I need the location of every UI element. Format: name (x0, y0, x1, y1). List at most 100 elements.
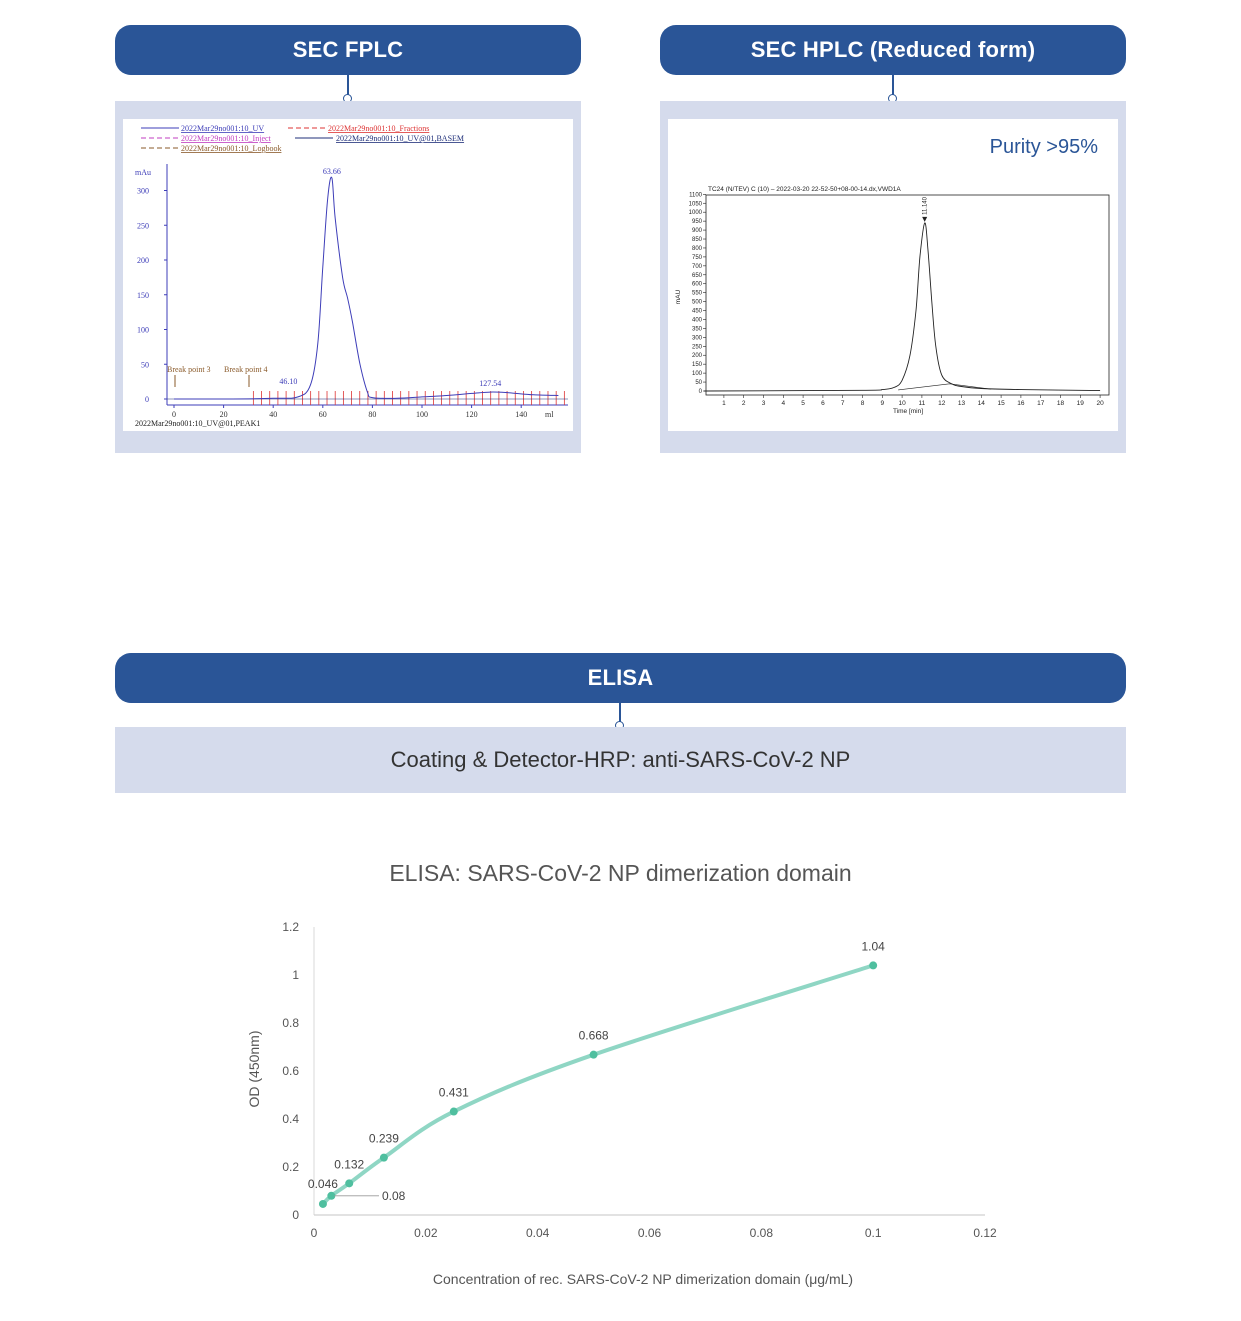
hplc-x-tick-label: 12 (938, 400, 946, 407)
hplc-x-tick-label: 6 (821, 400, 825, 407)
hplc-x-tick-label: 20 (1096, 400, 1104, 407)
hplc-y-tick-label: 600 (692, 282, 703, 288)
fplc-x-tick-label: 20 (220, 410, 228, 419)
hplc-y-tick-label: 800 (692, 246, 703, 252)
hplc-y-tick-label: 50 (695, 380, 702, 386)
elisa-chart-title: ELISA: SARS-CoV-2 NP dimerization domain (389, 860, 852, 886)
sec-hplc-chart: Purity >95% TC24 (N/TEV) C (10) – 2022-03… (675, 136, 1110, 415)
sec-hplc-title: SEC HPLC (Reduced form) (750, 37, 1036, 62)
hplc-y-tick-label: 450 (692, 309, 703, 315)
hplc-connector (892, 75, 894, 95)
hplc-x-tick-label: 16 (1017, 400, 1025, 407)
sec-hplc-chart-area: Purity >95% TC24 (N/TEV) C (10) – 2022-03… (668, 119, 1118, 431)
hplc-x-tick-label: 5 (801, 400, 805, 407)
fplc-x-tick-label: 80 (368, 410, 376, 419)
elisa-x-axis-label: Concentration of rec. SARS-CoV-2 NP dime… (433, 1271, 853, 1287)
hplc-x-tick-label: 1 (722, 400, 726, 407)
hplc-x-tick-label: 4 (781, 400, 785, 407)
elisa-data-point (379, 1153, 388, 1162)
hplc-x-tick-label: 9 (880, 400, 884, 407)
fplc-break-point-3-label: Break point 3 (167, 365, 211, 374)
elisa-x-tick-label: 0.1 (865, 1226, 882, 1240)
hplc-y-tick-label: 300 (692, 335, 703, 341)
fplc-y-tick-label: 300 (137, 187, 149, 196)
fplc-minor-peak-1-label: 46.10 (279, 377, 297, 386)
hplc-purity-label: Purity >95% (990, 136, 1099, 158)
hplc-y-tick-label: 100 (692, 371, 703, 377)
fplc-y-tick-label: 250 (137, 221, 149, 230)
fplc-footer-label: 2022Mar29no001:10_UV@01,PEAK1 (135, 419, 260, 428)
hplc-x-tick-label: 3 (762, 400, 766, 407)
fplc-y-tick-label: 0 (145, 395, 149, 404)
hplc-peak-label: 11.140 (923, 196, 929, 215)
elisa-x-tick-label: 0 (311, 1226, 318, 1240)
fplc-x-unit: ml (545, 410, 554, 419)
elisa-y-tick-label: 0.4 (282, 1112, 299, 1126)
fplc-minor-peak-2-label: 127.54 (479, 379, 501, 388)
hplc-x-tick-label: 8 (861, 400, 865, 407)
hplc-x-tick-label: 11 (919, 400, 926, 407)
fplc-y-tick-label: 100 (137, 326, 149, 335)
elisa-connector (619, 703, 621, 723)
elisa-y-tick-label: 0.6 (282, 1064, 299, 1078)
fplc-y-tick-label: 50 (141, 360, 149, 369)
elisa-y-tick-label: 1.2 (282, 920, 299, 934)
elisa-coating-band: Coating & Detector-HRP: anti-SARS-CoV-2 … (115, 727, 1126, 793)
hplc-y-tick-label: 550 (692, 291, 703, 297)
hplc-y-tick-label: 950 (692, 219, 703, 225)
elisa-x-tick-label: 0.04 (526, 1226, 550, 1240)
hplc-y-axis-label: mAU (675, 289, 682, 304)
fplc-legend-label: 2022Mar29no001:10_Fractions (328, 124, 429, 133)
hplc-plot-frame (705, 194, 1110, 396)
hplc-y-tick-label: 700 (692, 264, 703, 270)
hplc-integration-line (898, 383, 992, 391)
hplc-x-tick-label: 7 (841, 400, 845, 407)
elisa-header-title: ELISA (587, 665, 654, 690)
hplc-y-tick-label: 350 (692, 326, 703, 332)
hplc-y-tick-label: 250 (692, 344, 703, 350)
elisa-y-tick-label: 0 (292, 1208, 299, 1222)
elisa-data-point (869, 961, 878, 970)
hplc-x-tick-label: 18 (1057, 400, 1065, 407)
hplc-x-tick-label: 19 (1077, 400, 1085, 407)
hplc-y-tick-label: 0 (699, 389, 703, 395)
elisa-data-point (345, 1179, 354, 1188)
fplc-y-tick-label: 150 (137, 291, 149, 300)
elisa-x-tick-label: 0.02 (414, 1226, 438, 1240)
sec-fplc-title: SEC FPLC (292, 37, 404, 62)
sec-fplc-chart: 2022Mar29no001:10_UV 2022Mar29no001:10_Fr… (135, 124, 568, 428)
hplc-y-tick-label: 1000 (689, 210, 703, 216)
elisa-data-point (318, 1199, 327, 1208)
elisa-data-point (449, 1107, 458, 1116)
sec-fplc-header: SEC FPLC (115, 25, 581, 75)
hplc-x-axis-label: Time [min] (893, 408, 923, 415)
elisa-data-point (589, 1050, 598, 1059)
sec-fplc-chart-area: 2022Mar29no001:10_UV 2022Mar29no001:10_Fr… (123, 119, 573, 431)
fplc-legend-label: 2022Mar29no001:10_UV (181, 124, 264, 133)
hplc-y-tick-label: 1050 (689, 201, 703, 207)
fplc-legend-label: 2022Mar29no001:10_Inject (181, 134, 272, 143)
hplc-x-tick-label: 2 (742, 400, 746, 407)
fplc-y-unit: mAu (135, 168, 151, 177)
elisa-x-tick-label: 0.06 (638, 1226, 662, 1240)
hplc-y-tick-label: 850 (692, 237, 703, 243)
fplc-x-tick-label: 40 (269, 410, 277, 419)
hplc-x-tick-label: 14 (978, 400, 986, 407)
elisa-coating-text: Coating & Detector-HRP: anti-SARS-CoV-2 … (390, 747, 851, 772)
fplc-legend-label: 2022Mar29no001:10_Logbook (181, 144, 281, 153)
hplc-x-tick-label: 13 (958, 400, 966, 407)
hplc-y-tick-label: 500 (692, 300, 703, 306)
hplc-peak-marker (922, 216, 928, 222)
elisa-data-label: 0.431 (439, 1086, 469, 1100)
hplc-y-tick-label: 1100 (689, 192, 703, 198)
hplc-y-tick-label: 150 (692, 362, 703, 368)
fplc-break-point-4-label: Break point 4 (224, 365, 268, 374)
elisa-data-label: 0.239 (369, 1132, 399, 1146)
hplc-x-tick-label: 10 (898, 400, 906, 407)
elisa-y-tick-label: 0.2 (282, 1160, 299, 1174)
hplc-x-tick-label: 17 (1037, 400, 1045, 407)
fplc-uv-trace (173, 176, 559, 400)
elisa-y-axis-label: OD (450nm) (246, 1030, 262, 1107)
elisa-data-label: 1.04 (861, 939, 885, 953)
fplc-x-tick-label: 60 (319, 410, 327, 419)
